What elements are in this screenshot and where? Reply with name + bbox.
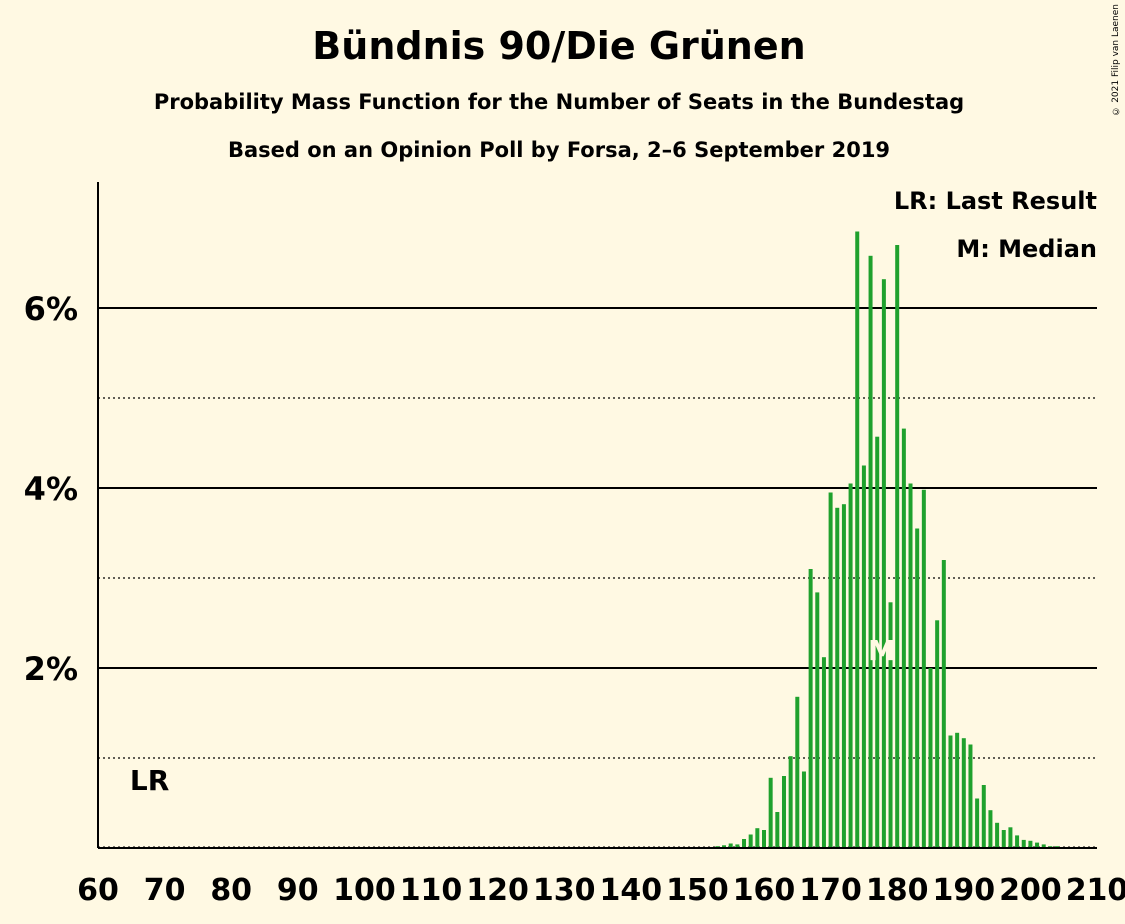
bar-seat-159 bbox=[755, 828, 760, 848]
bar-seat-157 bbox=[742, 839, 747, 848]
bar-seat-176 bbox=[868, 255, 873, 849]
bar-seat-156 bbox=[735, 844, 740, 848]
x-tick-label: 210 bbox=[1066, 873, 1125, 908]
bar-seat-198 bbox=[1015, 835, 1020, 848]
legend-last-result: LR: Last Result bbox=[894, 187, 1097, 215]
bar-seat-188 bbox=[948, 735, 953, 848]
bar-seat-167 bbox=[808, 569, 813, 848]
bar-seat-194 bbox=[988, 810, 993, 848]
bar-seat-166 bbox=[801, 771, 806, 848]
x-tick-label: 190 bbox=[932, 873, 995, 908]
axis-labels: 2% 4% 6% 60 70 80 90 100 110 120 130 140 150 160 170 18… bbox=[24, 290, 1125, 908]
bar-seat-185 bbox=[928, 668, 933, 848]
bar-seat-178 bbox=[881, 279, 886, 848]
bar-seat-174 bbox=[855, 231, 860, 848]
x-tick-label: 200 bbox=[999, 873, 1062, 908]
bar-seat-182 bbox=[908, 483, 913, 848]
bar-seat-154 bbox=[722, 845, 727, 848]
x-tick-label: 60 bbox=[77, 873, 119, 908]
bar-seat-187 bbox=[941, 560, 946, 848]
x-tick-label: 80 bbox=[210, 873, 252, 908]
bar-seat-161 bbox=[768, 777, 773, 848]
bar-seat-197 bbox=[1008, 827, 1013, 848]
legend-median: M: Median bbox=[956, 235, 1097, 263]
x-tick-label: 100 bbox=[333, 873, 396, 908]
bar-seat-170 bbox=[828, 492, 833, 848]
grid-lines bbox=[98, 307, 1097, 848]
median-marker: M bbox=[868, 634, 896, 667]
y-tick-label: 6% bbox=[24, 290, 78, 328]
bar-seat-164 bbox=[788, 756, 793, 848]
bar-seat-162 bbox=[775, 812, 780, 848]
bar-seat-202 bbox=[1041, 844, 1046, 848]
x-tick-label: 120 bbox=[466, 873, 529, 908]
bar-seat-191 bbox=[968, 744, 973, 848]
bar-seat-201 bbox=[1035, 842, 1040, 848]
bar-seat-190 bbox=[961, 738, 966, 848]
bar-seat-177 bbox=[875, 436, 880, 848]
bar-seat-195 bbox=[995, 822, 1000, 848]
bar-seat-158 bbox=[748, 834, 753, 848]
bar-seat-180 bbox=[895, 245, 900, 848]
bar-seat-172 bbox=[841, 504, 846, 848]
bar-series bbox=[708, 231, 1093, 849]
x-tick-label: 150 bbox=[666, 873, 729, 908]
chart-subtitle: Probability Mass Function for the Number… bbox=[153, 90, 965, 114]
x-tick-label: 170 bbox=[799, 873, 862, 908]
x-tick-label: 110 bbox=[400, 873, 463, 908]
y-tick-label: 4% bbox=[24, 470, 78, 508]
bar-seat-189 bbox=[955, 732, 960, 848]
bar-seat-193 bbox=[981, 785, 986, 848]
bar-seat-199 bbox=[1021, 839, 1026, 848]
bar-seat-169 bbox=[821, 657, 826, 848]
bar-seat-179 bbox=[888, 602, 893, 848]
chart-title: Bündnis 90/Die Grünen bbox=[312, 24, 806, 68]
bar-seat-200 bbox=[1028, 840, 1033, 848]
bar-seat-168 bbox=[815, 592, 820, 848]
bar-seat-155 bbox=[728, 843, 733, 848]
axes bbox=[97, 182, 1097, 849]
bar-seat-171 bbox=[835, 507, 840, 848]
bar-seat-186 bbox=[935, 620, 940, 848]
chart-source-subtitle: Based on an Opinion Poll by Forsa, 2–6 S… bbox=[227, 138, 891, 162]
x-tick-label: 140 bbox=[599, 873, 662, 908]
x-tick-label: 90 bbox=[277, 873, 319, 908]
bar-seat-196 bbox=[1001, 830, 1006, 848]
last-result-marker: LR bbox=[130, 764, 169, 797]
bar-seat-192 bbox=[975, 798, 980, 848]
x-tick-label: 180 bbox=[866, 873, 929, 908]
y-tick-label: 2% bbox=[24, 650, 78, 688]
x-tick-label: 130 bbox=[533, 873, 596, 908]
bar-seat-163 bbox=[781, 776, 786, 848]
bar-seat-183 bbox=[915, 528, 920, 848]
bar-seat-181 bbox=[901, 428, 906, 848]
bar-seat-160 bbox=[762, 830, 766, 848]
bar-seat-175 bbox=[861, 465, 866, 848]
bar-seat-165 bbox=[795, 696, 800, 848]
x-tick-label: 160 bbox=[733, 873, 796, 908]
bar-seat-184 bbox=[921, 489, 926, 848]
x-tick-label: 70 bbox=[144, 873, 186, 908]
bar-seat-173 bbox=[848, 483, 853, 848]
